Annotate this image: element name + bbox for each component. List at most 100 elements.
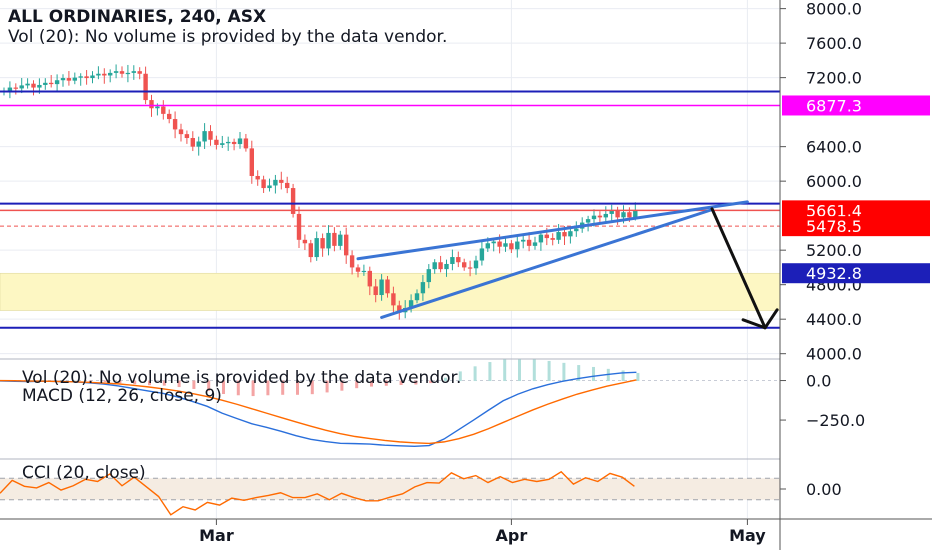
candle-body: [119, 71, 125, 74]
candle-body: [462, 262, 467, 268]
candle-body: [202, 131, 207, 142]
candle-body: [96, 73, 101, 76]
price-badge-label: 6877.3: [806, 96, 862, 115]
macd-histogram-bar: [473, 366, 477, 382]
macd-histogram-bar: [384, 380, 388, 386]
macd-histogram-bar: [340, 380, 344, 391]
candle-body: [161, 106, 166, 114]
candle-body: [143, 73, 148, 101]
price-axis-layer[interactable]: 8000.07600.07200.06400.06000.05200.04800…: [780, 0, 865, 499]
macd-histogram-bar: [458, 371, 462, 382]
candle-body: [113, 71, 119, 73]
candle-body: [37, 84, 42, 88]
candle-body: [84, 76, 89, 79]
candle-body: [379, 279, 384, 296]
volume-pane-note: Vol (20): No volume is provided by the d…: [22, 368, 461, 388]
candle-body: [497, 241, 502, 247]
cci-layer: [0, 470, 780, 516]
candle-body: [125, 72, 131, 75]
macd-histogram-bar: [444, 377, 447, 382]
price-badge: [782, 200, 930, 221]
candle-body: [444, 263, 449, 270]
candle-body: [414, 293, 420, 301]
candle-body: [214, 139, 219, 145]
macd-histogram-bar: [399, 380, 403, 385]
candle-body: [373, 286, 378, 296]
candle-body: [25, 83, 30, 86]
candle-body: [515, 241, 520, 250]
candle-body: [7, 87, 13, 91]
candle-body: [308, 243, 313, 258]
price-badge-label: 4932.8: [806, 264, 862, 283]
candle-body: [556, 232, 561, 240]
candle-body: [320, 238, 325, 249]
price-badge-label: 5661.4: [806, 201, 862, 220]
candle-body: [60, 78, 66, 81]
candle-body: [273, 179, 278, 186]
price-tick-label: 5200.0: [806, 241, 862, 260]
candle-body: [31, 83, 36, 88]
macd-histogram-bar: [118, 380, 122, 384]
candle-body: [49, 82, 54, 85]
macd-histogram-bar: [488, 362, 492, 382]
macd-histogram-bar: [518, 358, 521, 382]
candle-body: [290, 188, 296, 214]
time-tick-label: Apr: [496, 526, 528, 545]
macd-histogram-bar: [562, 362, 566, 382]
macd-histogram-bar: [636, 372, 640, 382]
candle-body: [285, 182, 290, 189]
candle-body: [196, 141, 201, 147]
cci-line: [0, 470, 635, 516]
macd-histogram-bar: [74, 380, 77, 382]
candle-body: [408, 300, 414, 308]
macd-histogram-bar: [296, 380, 299, 395]
price-badge: [782, 263, 930, 284]
candle-body: [585, 219, 591, 223]
macd-histogram-bar: [370, 380, 373, 387]
time-tick-label: May: [729, 526, 766, 545]
candle-body: [521, 239, 526, 242]
candle-body: [615, 210, 620, 218]
macd-histogram-bar: [532, 359, 536, 382]
candle-body: [509, 243, 514, 250]
candle-body: [102, 73, 107, 76]
macd-histogram-bar: [251, 380, 255, 397]
projection-arrow-shaft: [710, 207, 767, 330]
macd-histogram-bar: [414, 380, 418, 385]
chart-title: ALL ORDINARIES, 240, ASX: [8, 7, 266, 27]
candle-body: [574, 228, 579, 232]
price-badge: [782, 216, 930, 237]
macd-histogram-bar: [429, 380, 433, 384]
candle-body: [296, 213, 302, 240]
candle-body: [19, 85, 24, 89]
candle-body: [314, 238, 319, 258]
candle-body: [178, 129, 184, 135]
candle-body: [149, 100, 154, 109]
macd-histogram-bar: [577, 365, 581, 382]
macd-tick-label: −250.0: [806, 411, 865, 430]
price-badge: [782, 95, 930, 116]
candle-body: [426, 269, 431, 283]
macd-histogram-bar: [192, 380, 196, 389]
candle-body: [473, 260, 479, 269]
time-axis-layer[interactable]: Mar Apr May: [199, 519, 766, 545]
macd-histogram-bar: [59, 380, 63, 382]
candle-body: [420, 282, 426, 294]
candle-body: [633, 210, 638, 218]
volume-note: Vol (20): No volume is provided by the d…: [8, 27, 447, 47]
macd-layer: [0, 358, 780, 448]
candle-body: [485, 243, 490, 249]
price-tick-label: 4000.0: [806, 345, 862, 364]
macd-histogram-bar: [162, 380, 166, 386]
macd-histogram-bar: [88, 380, 92, 382]
candle-body: [155, 106, 160, 109]
candle-body: [231, 141, 237, 145]
candle-body: [332, 232, 337, 246]
candle-body: [172, 119, 178, 130]
candle-body: [72, 77, 77, 81]
macd-histogram-bar: [266, 380, 270, 396]
cci-tick-label: 0.00: [806, 480, 842, 499]
